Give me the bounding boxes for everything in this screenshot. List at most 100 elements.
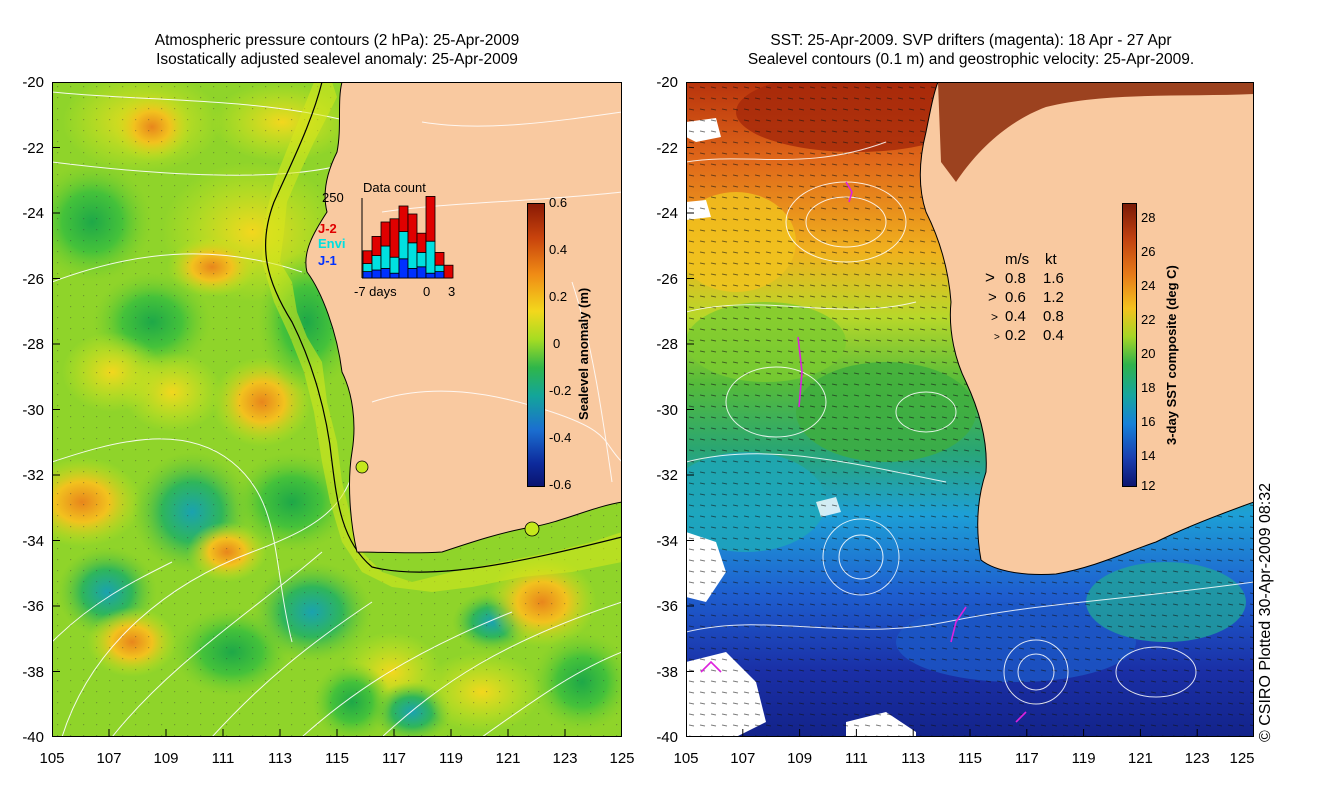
- inset-bar-envi: [425, 240, 436, 274]
- svp-drifter-tracks: [700, 181, 1027, 723]
- legend-j1: J-1: [318, 253, 337, 268]
- lon-tick: 111: [844, 750, 868, 767]
- lat-tick: -28: [22, 336, 44, 353]
- inset-bar-j2: [425, 195, 436, 242]
- lon-tick: 109: [153, 750, 179, 767]
- inset-bar-j2: [443, 264, 454, 279]
- inset-bar-envi: [389, 256, 400, 274]
- sst-tick: 16: [1141, 414, 1156, 429]
- inset-bar-j2: [380, 221, 391, 247]
- plot-credit: © CSIRO Plotted 30-Apr-2009 08:32: [1257, 482, 1274, 742]
- sst-colorbar: [1122, 203, 1137, 487]
- left-title-line2: Isostatically adjusted sealevel anomaly:…: [156, 51, 518, 68]
- lat-tick: -32: [656, 467, 678, 484]
- velocity-ms-value: 0.4: [1005, 308, 1026, 325]
- inset-bars: [362, 195, 454, 279]
- sst-tick: 20: [1141, 346, 1156, 361]
- lat-tick: -40: [656, 729, 678, 746]
- inset-bar-envi: [362, 263, 373, 272]
- lon-tick: 105: [673, 750, 699, 767]
- sealevel-anomaly-map: [52, 82, 622, 737]
- lon-tick: 117: [382, 750, 406, 767]
- lon-tick: 125: [1229, 750, 1255, 767]
- lon-tick: 123: [552, 750, 578, 767]
- velocity-arrow-icon: >: [985, 268, 995, 287]
- lat-tick: -36: [656, 598, 678, 615]
- lon-tick: 115: [325, 750, 349, 767]
- velocity-kt-value: 1.6: [1043, 270, 1064, 287]
- sla-tick: -0.2: [549, 383, 572, 398]
- lat-tick: -22: [656, 139, 678, 157]
- sla-tick: 0.6: [549, 195, 568, 210]
- velocity-ms-value: 0.2: [1005, 327, 1026, 344]
- lat-tick: -20: [656, 74, 678, 91]
- lat-tick: -38: [656, 663, 678, 681]
- right-panel-title: SST: 25-Apr-2009. SVP drifters (magenta)…: [686, 31, 1256, 69]
- sla-tick: 0.4: [549, 242, 568, 257]
- inset-bar-envi: [416, 252, 427, 268]
- lat-tick: -26: [656, 270, 678, 288]
- inset-bar-envi: [398, 231, 409, 260]
- sst-tick: 24: [1141, 278, 1156, 293]
- inset-xtick-3: 3: [448, 284, 455, 299]
- lon-tick: 125: [609, 750, 635, 767]
- inset-bar-j1: [380, 268, 391, 279]
- inset-bar-j1: [371, 269, 382, 279]
- lon-tick: 115: [958, 750, 982, 767]
- sst-tick: 28: [1141, 210, 1156, 225]
- lat-tick: -24: [22, 205, 44, 222]
- legend-envi: Envi: [318, 236, 345, 251]
- sst-tick: 14: [1141, 448, 1156, 463]
- lat-tick: -24: [656, 205, 678, 222]
- lon-tick: 109: [787, 750, 813, 767]
- lon-tick: 105: [39, 750, 65, 767]
- velocity-arrow-icon: >: [988, 289, 997, 306]
- inset-bar-envi: [407, 242, 418, 269]
- lon-tick: 121: [1127, 750, 1153, 767]
- right-map-ticks: [686, 147, 1198, 737]
- lat-tick: -30: [22, 401, 44, 419]
- sst-map: [686, 82, 1254, 737]
- lon-tick: 113: [268, 750, 292, 767]
- inset-bar-j2: [434, 252, 445, 266]
- inset-bar-j2: [371, 236, 382, 257]
- left-map-ticks: [52, 82, 566, 737]
- sst-tick: 22: [1141, 312, 1156, 327]
- inset-xlabel: -7 days: [354, 284, 397, 299]
- velocity-header-ms: m/s: [1005, 251, 1030, 268]
- australia-landmass-sst: [919, 82, 1254, 575]
- sla-tick: -0.4: [549, 430, 572, 445]
- velocity-arrow-icon: >: [991, 310, 999, 324]
- inset-bar-j2: [398, 205, 409, 233]
- velocity-kt-value: 0.4: [1043, 327, 1064, 344]
- lat-tick: -26: [22, 270, 44, 288]
- lat-tick: -22: [22, 139, 44, 157]
- lat-tick: -34: [656, 532, 678, 550]
- velocity-ms-value: 0.6: [1005, 289, 1026, 306]
- lon-tick: 111: [211, 750, 235, 767]
- velocity-header-kt: kt: [1045, 251, 1057, 268]
- lat-tick: -38: [22, 663, 44, 681]
- left-panel-title: Atmospheric pressure contours (2 hPa): 2…: [52, 31, 622, 69]
- lon-tick: 119: [439, 750, 463, 767]
- left-title-line1: Atmospheric pressure contours (2 hPa): 2…: [154, 32, 520, 49]
- inset-bar-j1: [362, 271, 373, 279]
- lon-tick: 121: [495, 750, 521, 767]
- lat-tick: -28: [656, 336, 678, 353]
- sla-tick: -0.6: [549, 477, 572, 492]
- lon-tick: 117: [1014, 750, 1039, 767]
- lon-tick: 113: [901, 750, 926, 767]
- inset-bar-envi: [380, 245, 391, 269]
- right-title-line2: Sealevel contours (0.1 m) and geostrophi…: [747, 51, 1195, 68]
- tide-gauge-marker: [355, 460, 369, 474]
- shelf-break-contour: [264, 82, 622, 573]
- velocity-kt-value: 1.2: [1043, 289, 1064, 306]
- lon-tick: 119: [1071, 750, 1096, 767]
- inset-bar-j2: [362, 250, 373, 265]
- inset-ymax-label: 250: [322, 190, 344, 205]
- inset-bar-j1: [398, 258, 409, 279]
- lon-tick: 107: [730, 750, 756, 767]
- data-count-inset: Data count 250 J-2 Envi J-1 -7 days 0 3: [318, 180, 455, 299]
- inset-bar-envi: [434, 264, 445, 272]
- warm-coastal-water: [938, 82, 1254, 182]
